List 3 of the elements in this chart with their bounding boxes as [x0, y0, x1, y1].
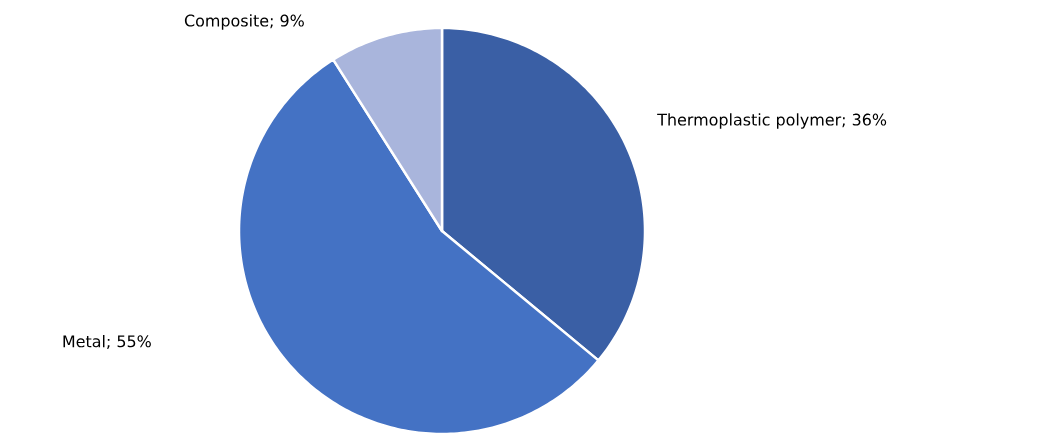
slice-label: Metal; 55% [63, 335, 151, 349]
slice-label: Thermoplastic polymer; 36% [657, 113, 887, 129]
slice-label: Composite; 9% [184, 14, 304, 30]
